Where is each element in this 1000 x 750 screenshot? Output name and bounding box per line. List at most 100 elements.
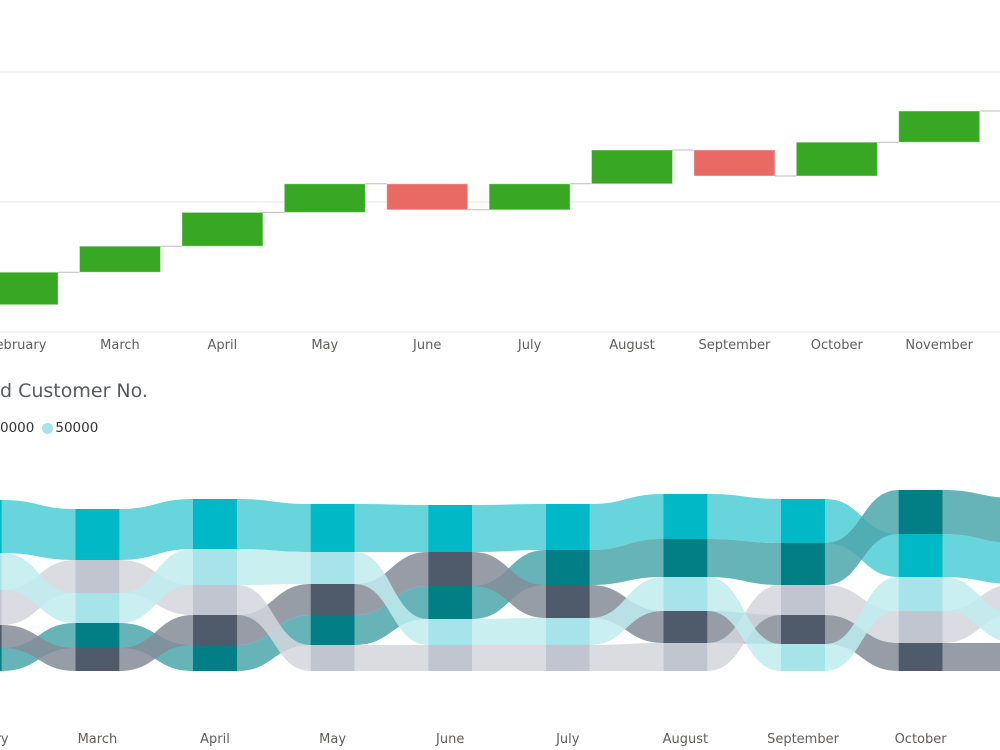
ribbons: [1, 490, 1000, 671]
ribbon-series-5[interactable]: [119, 549, 193, 623]
ribbon-column-segment-series-5[interactable]: [75, 593, 120, 623]
waterfall-bar-april[interactable]: [181, 211, 264, 247]
x-tick-label: April: [208, 338, 238, 353]
ribbon-column-segment-series-4[interactable]: [545, 645, 590, 671]
ribbon-column-segment-series-1[interactable]: [193, 499, 237, 549]
ribbon-series-1[interactable]: [707, 494, 781, 543]
ribbon-series-5[interactable]: [472, 618, 546, 645]
ribbon-column-segment-series-1[interactable]: [310, 504, 355, 552]
ribbon-column-segment-series-1[interactable]: [75, 509, 120, 560]
x-tick-label: February: [0, 732, 9, 747]
ribbon-column-segment-series-2[interactable]: [0, 648, 2, 671]
ribbon-column-segment-series-2[interactable]: [545, 550, 590, 585]
ribbon-column-segment-series-4[interactable]: [310, 645, 355, 671]
ribbon-series-1[interactable]: [237, 499, 311, 552]
ribbon-column-segment-series-1[interactable]: [898, 534, 943, 577]
ribbon-series-3[interactable]: [825, 615, 899, 671]
waterfall-bar-march[interactable]: [79, 245, 161, 273]
ribbon-chart-title: d Customer No.: [0, 380, 148, 402]
ribbon-column-segment-series-4[interactable]: [75, 560, 120, 593]
ribbon-column-segment-series-2[interactable]: [310, 615, 355, 645]
waterfall-chart: February March April May June July August Septe…: [0, 71, 1000, 353]
ribbon-column-segment-series-4[interactable]: [898, 611, 943, 643]
waterfall-bar-november[interactable]: [898, 110, 981, 143]
ribbon-column-segment-series-1[interactable]: [0, 500, 2, 553]
x-tick-label: June: [412, 338, 441, 353]
ribbon-column-segment-series-1[interactable]: [781, 499, 825, 543]
ribbon-series-5[interactable]: [589, 577, 664, 645]
ribbon-column-segment-series-5[interactable]: [663, 577, 708, 611]
ribbon-series-5[interactable]: [354, 552, 429, 645]
waterfall-bar-february[interactable]: [0, 271, 59, 306]
ribbon-column-segment-series-3[interactable]: [0, 625, 2, 648]
ribbon-column-segment-series-2[interactable]: [781, 543, 825, 585]
ribbon-column-segment-series-4[interactable]: [0, 590, 2, 625]
ribbon-series-5[interactable]: [707, 577, 781, 671]
ribbon-series-2[interactable]: [589, 539, 664, 585]
ribbon-series-5[interactable]: [942, 577, 1000, 643]
ribbon-series-3[interactable]: [119, 615, 193, 671]
waterfall-bar-october[interactable]: [795, 141, 878, 177]
ribbon-column-segment-series-5[interactable]: [428, 619, 473, 645]
ribbon-column-segment-series-3[interactable]: [781, 615, 825, 644]
ribbon-series-1[interactable]: [119, 499, 193, 560]
ribbon-series-5[interactable]: [237, 549, 311, 585]
ribbon-series-2[interactable]: [942, 490, 1000, 543]
ribbon-series-1[interactable]: [354, 504, 429, 552]
ribbon-series-3[interactable]: [354, 552, 429, 615]
ribbon-series-1[interactable]: [942, 534, 1000, 584]
ribbon-series-3[interactable]: [942, 642, 1000, 671]
ribbon-column-segment-series-3[interactable]: [663, 611, 708, 643]
waterfall-bar-june[interactable]: [386, 183, 469, 211]
ribbon-series-4[interactable]: [589, 643, 664, 671]
ribbon-column-segment-series-3[interactable]: [898, 643, 943, 671]
waterfall-bar-july[interactable]: [488, 183, 571, 211]
x-tick-label: October: [895, 732, 948, 747]
ribbon-column-segment-series-4[interactable]: [663, 643, 708, 671]
ribbon-column-segment-series-2[interactable]: [75, 623, 120, 648]
ribbon-series-1[interactable]: [589, 494, 664, 550]
ribbon-column-segment-series-1[interactable]: [428, 505, 473, 552]
ribbon-column-segment-series-2[interactable]: [898, 490, 943, 534]
ribbon-series-2[interactable]: [707, 539, 781, 585]
ribbon-column-segment-series-4[interactable]: [193, 585, 237, 615]
ribbon-series-3[interactable]: [237, 584, 311, 645]
waterfall-bar-may[interactable]: [283, 183, 366, 213]
legend-item-label[interactable]: 50000: [55, 420, 99, 436]
ribbon-series-5[interactable]: [1, 553, 76, 623]
ribbon-column-segment-series-1[interactable]: [545, 504, 590, 550]
ribbon-column-segment-series-5[interactable]: [898, 577, 943, 611]
x-tick-label: November: [905, 338, 973, 353]
ribbon-column-segment-series-4[interactable]: [428, 645, 473, 671]
ribbon-column-segment-series-5[interactable]: [0, 553, 2, 590]
ribbon-column-segment-series-4[interactable]: [781, 585, 825, 615]
ribbon-column-segment-series-3[interactable]: [193, 615, 237, 645]
ribbon-column-segment-series-3[interactable]: [428, 552, 473, 586]
ribbon-series-3[interactable]: [472, 552, 546, 618]
ribbon-column-segment-series-2[interactable]: [663, 539, 708, 577]
ribbon-series-4[interactable]: [472, 645, 546, 671]
ribbon-column-segment-series-3[interactable]: [545, 585, 590, 618]
ribbon-column-segment-series-2[interactable]: [428, 586, 473, 619]
waterfall-bar-september[interactable]: [693, 149, 776, 177]
ribbon-column-segment-series-5[interactable]: [545, 618, 590, 645]
ribbon-column-segment-series-1[interactable]: [663, 494, 708, 539]
ribbon-series-1[interactable]: [472, 504, 546, 552]
ribbon-column-segment-series-2[interactable]: [193, 645, 237, 671]
ribbon-series-1[interactable]: [1, 500, 76, 560]
ribbon-column-segment-series-3[interactable]: [310, 584, 355, 615]
ribbon-series-2[interactable]: [825, 490, 899, 585]
ribbon-series-4[interactable]: [237, 585, 311, 671]
ribbon-column-segment-series-5[interactable]: [781, 644, 825, 671]
ribbon-series-5[interactable]: [825, 577, 899, 671]
ribbon-column-segment-series-3[interactable]: [75, 648, 120, 671]
ribbon-column-segment-series-5[interactable]: [310, 552, 355, 584]
legend-item-label[interactable]: 0000: [0, 420, 35, 436]
waterfall-bar-august[interactable]: [591, 149, 673, 185]
ribbon-series-4[interactable]: [354, 645, 429, 671]
x-tick-label: September: [698, 338, 771, 353]
ribbon-series-2[interactable]: [354, 586, 429, 645]
ribbon-series-3[interactable]: [1, 625, 76, 671]
ribbon-column-segment-series-5[interactable]: [193, 549, 237, 585]
